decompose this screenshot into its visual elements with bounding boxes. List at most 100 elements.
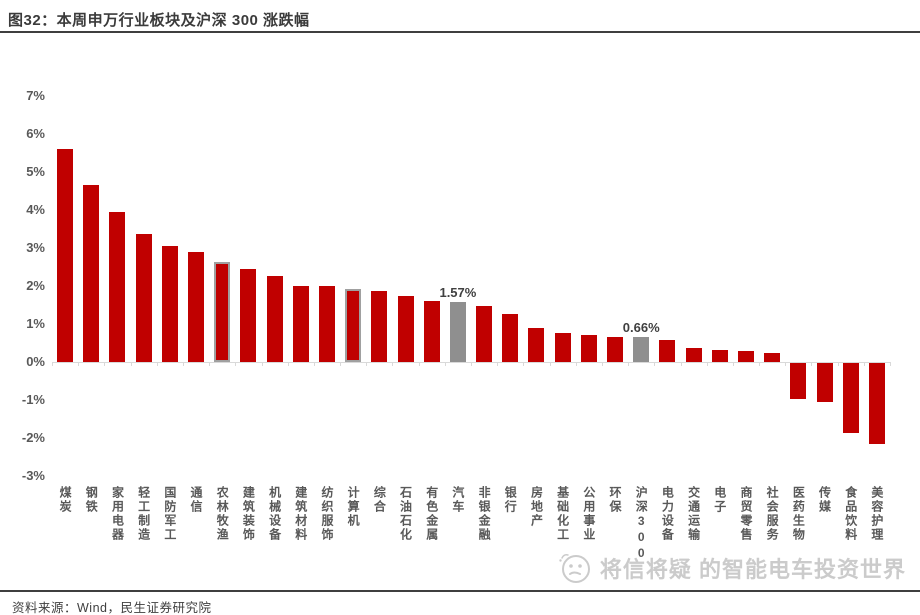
page-title: 图32：本周申万行业板块及沪深 300 涨跌幅 <box>8 12 310 29</box>
category-label: 食品饮料 <box>843 486 858 542</box>
category-label-wrap: 石油石化 <box>392 486 418 586</box>
chart-bar-钢铁 <box>83 184 100 362</box>
category-label: 交通运输 <box>686 486 701 542</box>
category-label-wrap: 煤炭 <box>52 486 78 586</box>
y-axis-tick-label: 6% <box>26 126 45 141</box>
chart-bar-建筑材料 <box>292 285 309 362</box>
category-label: 环保 <box>608 486 623 514</box>
category-label-wrap: 农林牧渔 <box>209 486 235 586</box>
chart-bar-沪深300 <box>633 336 650 362</box>
category-label-wrap: 医药生物 <box>785 486 811 586</box>
category-label: 商贸零售 <box>738 486 753 542</box>
category-label-wrap: 电力设备 <box>654 486 680 586</box>
chart-bar-美容护理 <box>868 363 885 444</box>
chart-bar-建筑装饰 <box>240 269 257 362</box>
source-text: 资料来源：Wind，民生证券研究院 <box>12 601 212 615</box>
category-label: 基础化工 <box>555 486 570 542</box>
chart-bar-交通运输 <box>685 347 702 362</box>
chart-bar-家用电器 <box>109 211 126 362</box>
x-axis-tick <box>811 362 813 366</box>
category-label: 综合 <box>372 486 387 514</box>
category-label: 纺织服饰 <box>319 486 334 542</box>
y-axis-tick-label: 2% <box>26 278 45 293</box>
category-label-wrap: 汽车 <box>445 486 471 586</box>
category-label-wrap: 机械设备 <box>262 486 288 586</box>
y-axis-tick-label: 3% <box>26 240 45 255</box>
chart-bar-非银金融 <box>476 306 493 362</box>
category-label-wrap: 传媒 <box>811 486 837 586</box>
category-label: 传媒 <box>817 486 832 514</box>
x-axis-tick <box>340 362 342 366</box>
x-axis-tick <box>418 362 420 366</box>
category-label-wrap: 计算机 <box>340 486 366 586</box>
category-label-wrap: 纺织服饰 <box>314 486 340 586</box>
y-axis-tick-label: -1% <box>21 392 45 407</box>
category-label: 公用事业 <box>581 486 596 542</box>
x-axis-tick <box>575 362 577 366</box>
y-axis-tick-label: -3% <box>21 468 45 483</box>
x-axis-tick <box>52 362 53 366</box>
chart-bar-综合 <box>371 291 388 362</box>
category-label: 房地产 <box>529 486 544 528</box>
chart-bar-农林牧渔 <box>214 261 231 362</box>
category-label: 农林牧渔 <box>215 486 230 542</box>
watermark-text: 将信将疑 的智能电车投资世界 <box>599 557 906 582</box>
chart-bar-石油石化 <box>397 295 414 362</box>
x-axis-tick <box>156 362 158 366</box>
chart-bar-基础化工 <box>554 333 571 362</box>
chart-bar-社会服务 <box>764 352 781 362</box>
x-axis-tick <box>287 362 289 366</box>
chart-bar-商贸零售 <box>737 350 754 362</box>
category-label: 非银金融 <box>477 486 492 542</box>
y-axis-tick-label: 4% <box>26 202 45 217</box>
category-label-wrap: 建筑装饰 <box>235 486 261 586</box>
x-axis-tick <box>706 362 708 366</box>
chart-bar-传媒 <box>816 363 833 402</box>
y-axis-tick-label: 1% <box>26 316 45 331</box>
x-axis-tick <box>392 362 394 366</box>
chart-bar-银行 <box>502 314 519 362</box>
x-axis-tick <box>785 362 787 366</box>
x-axis-tick <box>130 362 132 366</box>
x-axis-tick <box>523 362 525 366</box>
category-label-wrap: 有色金属 <box>419 486 445 586</box>
x-axis-tick <box>601 362 603 366</box>
category-label-wrap: 通信 <box>183 486 209 586</box>
footer-divider <box>0 590 920 592</box>
x-axis-tick <box>444 362 446 366</box>
x-axis-tick <box>78 362 80 366</box>
category-label: 煤炭 <box>58 486 73 514</box>
x-axis-tick <box>680 362 682 366</box>
chart-bar-机械设备 <box>266 275 283 362</box>
chart-bar-国防军工 <box>161 245 178 362</box>
category-label: 轻工制造 <box>136 486 151 542</box>
chart-bar-房地产 <box>528 328 545 362</box>
category-label: 建筑材料 <box>293 486 308 542</box>
y-axis-tick-label: 5% <box>26 164 45 179</box>
category-label: 家用电器 <box>110 486 125 542</box>
category-label: 国防军工 <box>162 486 177 542</box>
x-axis-tick <box>654 362 656 366</box>
chart-bar-电力设备 <box>659 340 676 362</box>
chart-bar-食品饮料 <box>842 363 859 433</box>
category-label: 美容护理 <box>869 486 884 542</box>
category-label-wrap: 社会服务 <box>759 486 785 586</box>
chart-bar-纺织服饰 <box>318 286 335 362</box>
x-axis-tick <box>759 362 761 366</box>
category-label: 建筑装饰 <box>241 486 256 542</box>
thinking-face-icon <box>559 554 590 583</box>
x-axis-tick <box>182 362 184 366</box>
chart-bar-环保 <box>607 336 624 362</box>
x-axis-tick <box>549 362 551 366</box>
chart-bar-医药生物 <box>790 363 807 400</box>
category-label-wrap: 电子 <box>707 486 733 586</box>
category-label: 电力设备 <box>660 486 675 542</box>
category-label-wrap: 公用事业 <box>576 486 602 586</box>
category-label: 机械设备 <box>267 486 282 542</box>
category-label-wrap: 食品饮料 <box>838 486 864 586</box>
category-label-wrap: 基础化工 <box>550 486 576 586</box>
category-label: 沪深300 <box>634 486 649 562</box>
chart-bar-有色金属 <box>423 300 440 362</box>
x-axis-tick <box>104 362 106 366</box>
